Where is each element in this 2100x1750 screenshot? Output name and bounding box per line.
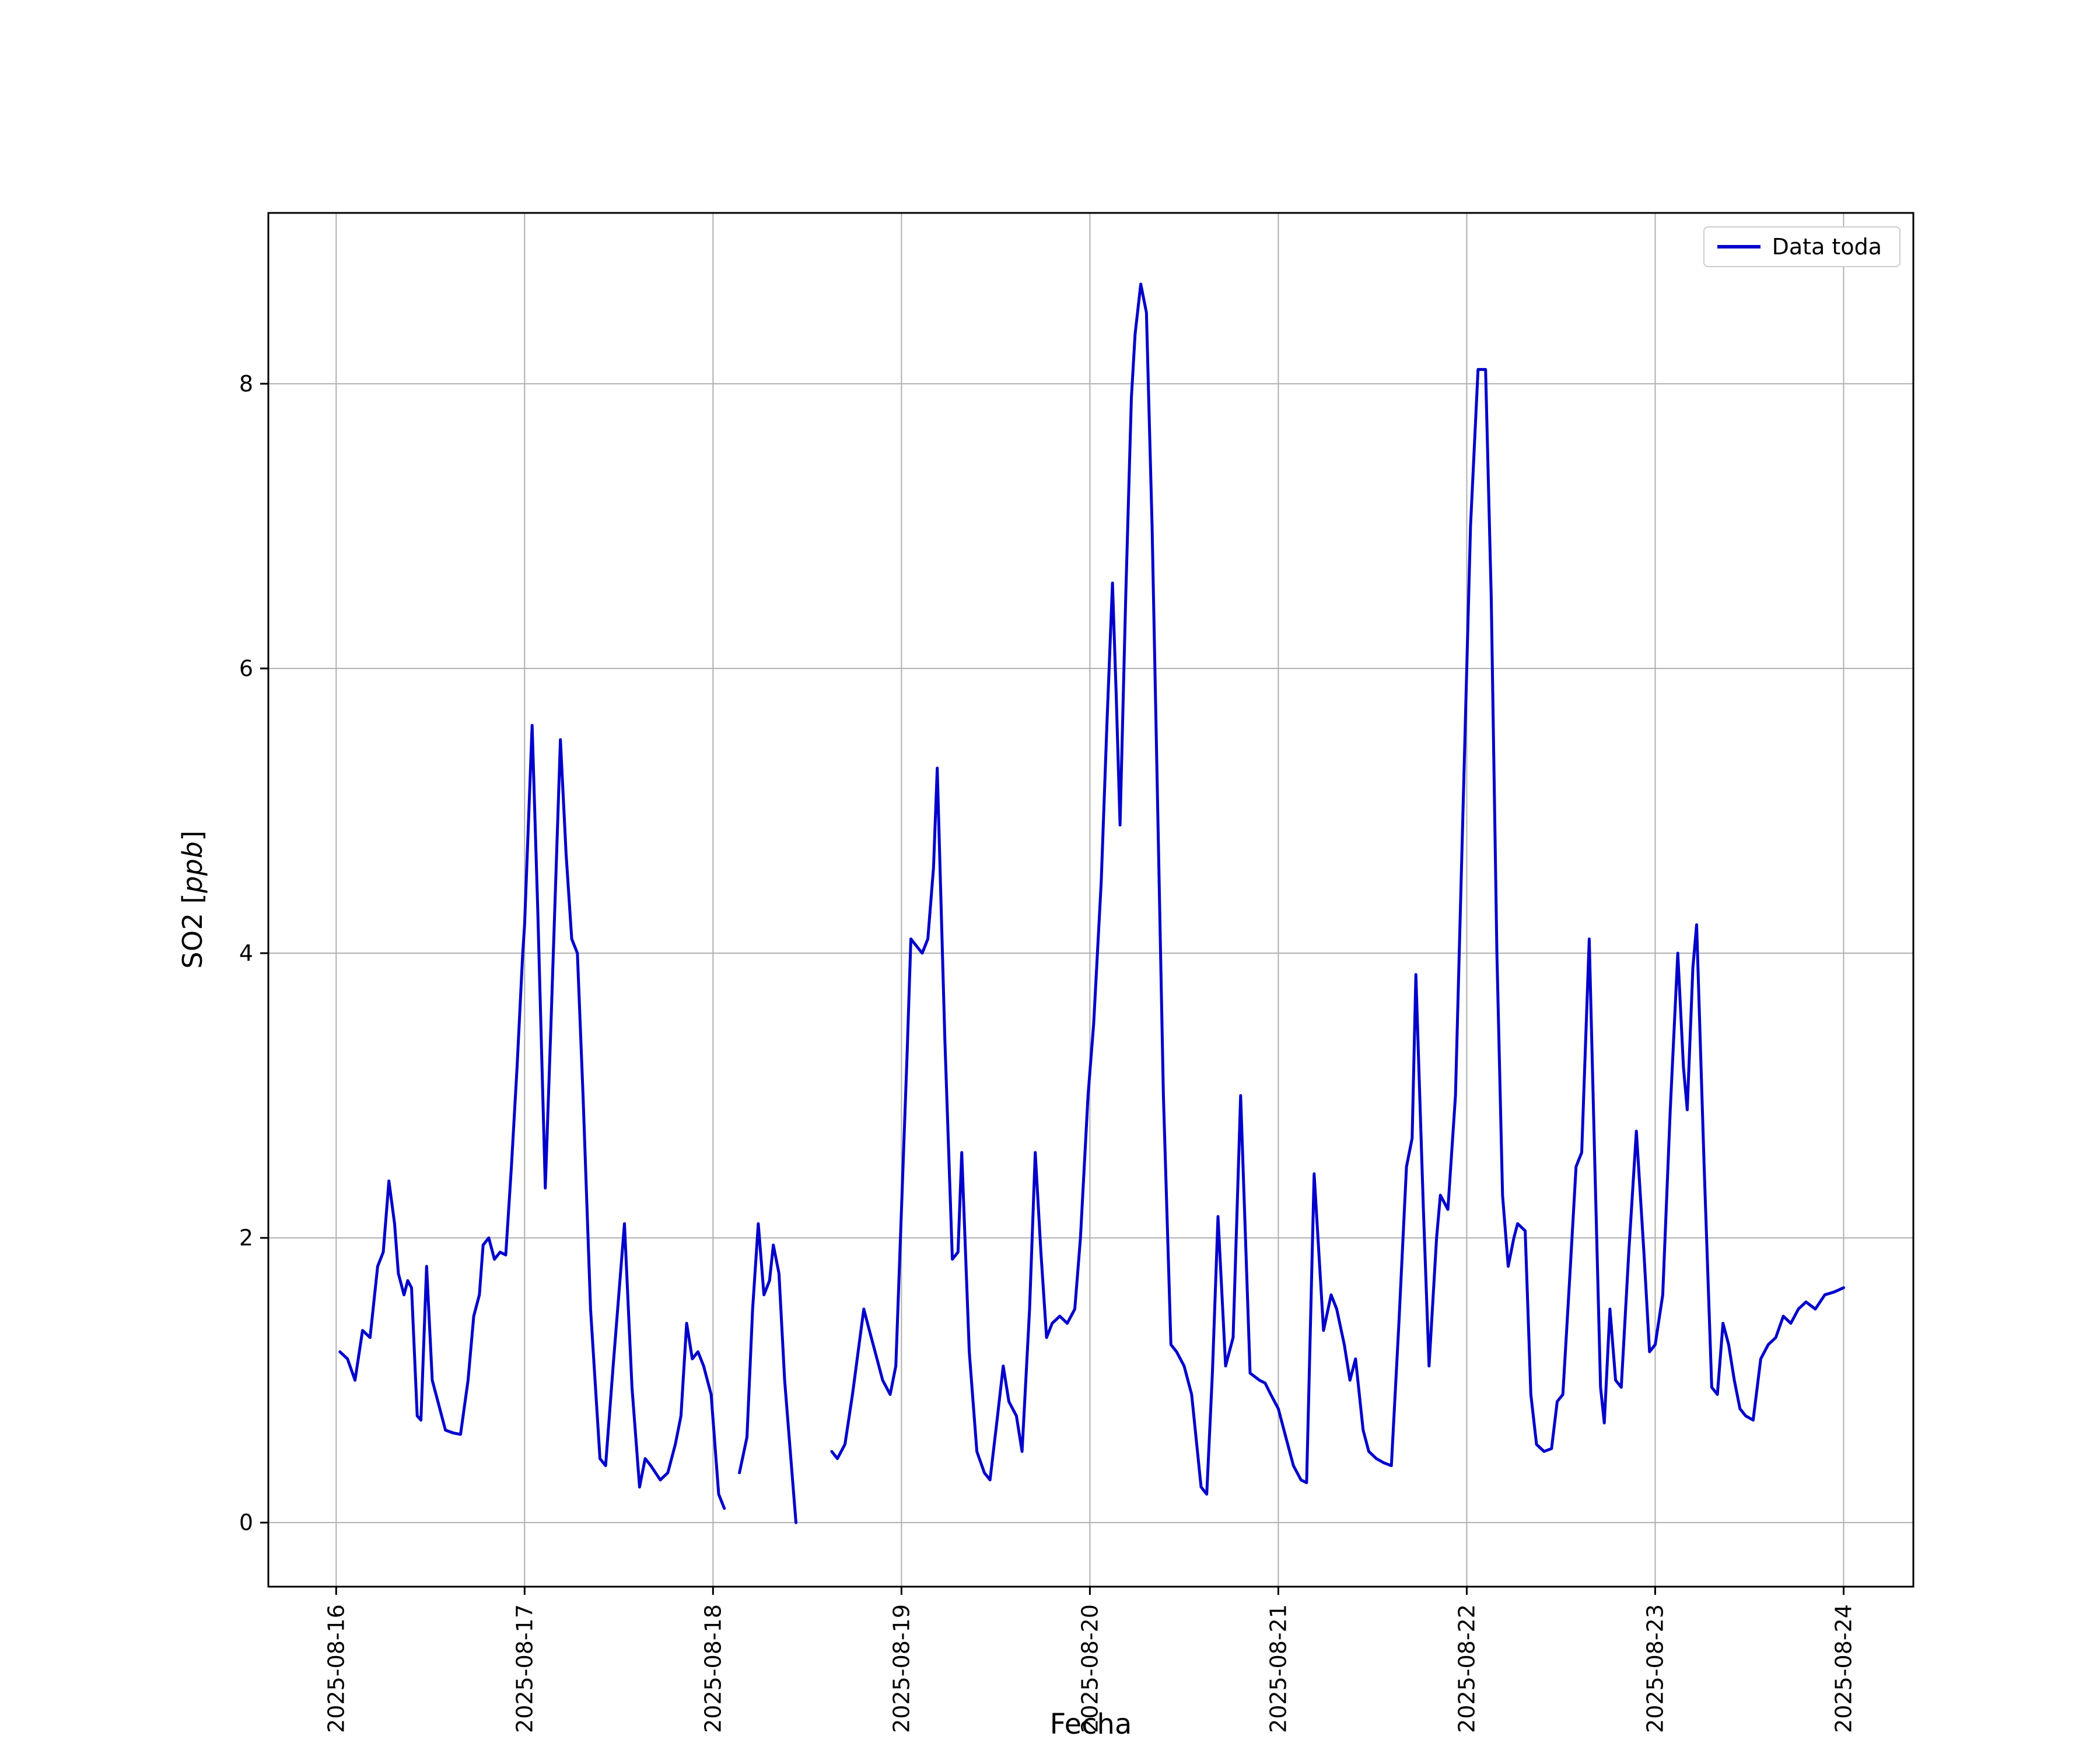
series-line-data-toda <box>738 1222 797 1524</box>
x-tick-label: 2025-08-17 <box>512 1604 537 1733</box>
x-tick-label: 2025-08-24 <box>1831 1604 1856 1733</box>
legend-label: Data toda <box>1772 234 1882 260</box>
y-tick-label: 8 <box>239 371 253 397</box>
axes-frame <box>267 212 1915 1588</box>
series-line-data-toda <box>830 282 1845 1496</box>
y-tick-label: 4 <box>239 940 253 966</box>
x-tick-label: 2025-08-23 <box>1642 1604 1668 1733</box>
x-axis-label: Fecha <box>1049 1708 1132 1741</box>
y-axis-label-prefix: SO2 [ <box>177 892 208 969</box>
y-axis-label-suffix: ] <box>177 830 208 841</box>
x-tick-label: 2025-08-18 <box>700 1604 726 1733</box>
y-axis-label: SO2 [ppb] <box>177 830 208 968</box>
legend-line-swatch <box>1717 245 1760 249</box>
x-tick-label: 2025-08-20 <box>1077 1604 1102 1733</box>
x-tick-label: 2025-08-19 <box>888 1604 914 1733</box>
y-tick-label: 0 <box>239 1510 253 1535</box>
x-tick-label: 2025-08-21 <box>1265 1604 1291 1733</box>
series-line-data-toda <box>338 724 726 1510</box>
x-tick-label: 2025-08-16 <box>323 1604 349 1733</box>
y-tick-label: 2 <box>239 1225 253 1251</box>
y-axis-label-unit: ppb <box>177 841 208 893</box>
legend: Data toda <box>1703 226 1901 267</box>
y-tick-label: 6 <box>239 656 253 681</box>
x-tick-label: 2025-08-22 <box>1454 1604 1479 1733</box>
